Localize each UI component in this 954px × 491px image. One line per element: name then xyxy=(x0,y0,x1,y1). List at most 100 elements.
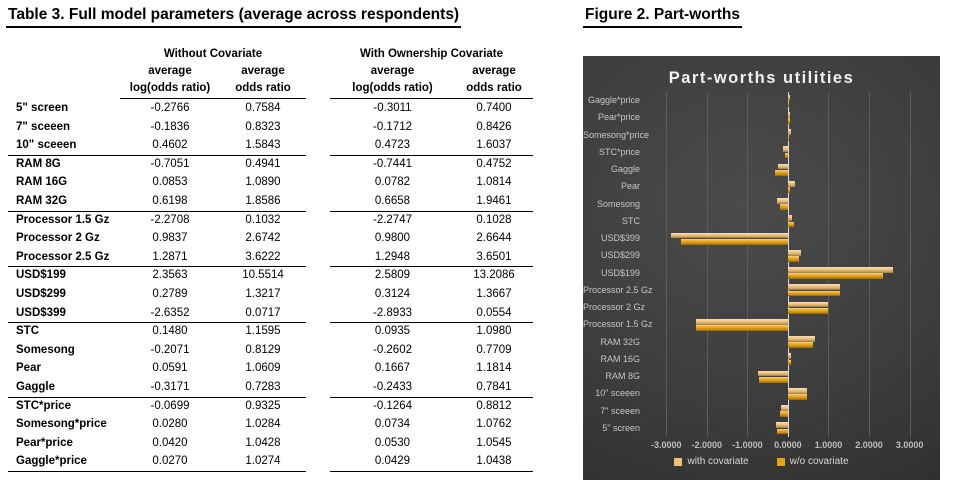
row-label: Processor 2.5 Gz xyxy=(8,248,120,268)
value-w-log: 0.1667 xyxy=(374,362,411,375)
value-wo-odds: 2.6742 xyxy=(245,232,281,245)
chart-category-row xyxy=(648,334,940,351)
subheader-average: average xyxy=(472,65,516,77)
gap-cell xyxy=(306,63,330,80)
value-w-odds: 0.8426 xyxy=(476,120,512,133)
category-label: USD$399 xyxy=(600,233,640,243)
row-label: 5" screen xyxy=(16,102,69,114)
value-w-odds: 1.1814 xyxy=(476,362,512,375)
chart-plot-area xyxy=(648,92,940,437)
part-worths-chart: Part-worths utilities Gaggle*price Pear*p… xyxy=(583,56,940,480)
row-label: Processor 2 Gz xyxy=(16,232,100,245)
category-label: STC*price xyxy=(598,146,640,157)
bar-wo-covariate xyxy=(787,290,841,297)
gap-cell xyxy=(306,248,330,268)
subheader-odds: odds ratio xyxy=(455,80,533,99)
value-w-odds: 3.6501 xyxy=(455,248,533,268)
bar-wo-covariate xyxy=(787,307,828,314)
gap-cell xyxy=(306,192,330,212)
value-wo-odds: 1.3217 xyxy=(245,287,281,300)
value-w-log: 0.9800 xyxy=(374,232,411,245)
gap-cell xyxy=(306,378,330,398)
gap-cell xyxy=(306,80,330,99)
category-label: Processor 1.5 Gz xyxy=(583,319,653,330)
value-w-odds: 0.7841 xyxy=(455,378,533,398)
bar-with-covariate xyxy=(778,163,788,170)
value-wo-log: 0.0853 xyxy=(152,176,188,189)
category-label: 10" sceeen xyxy=(595,388,640,399)
row-label: STC*price xyxy=(16,399,71,412)
table-row: 5" screen -0.2766 0.7584 -0.3011 0.7400 xyxy=(8,99,533,118)
bar-wo-covariate xyxy=(787,100,789,107)
category-label: Pear xyxy=(620,181,640,192)
category-label: USD$199 xyxy=(600,267,640,278)
gap-cell xyxy=(306,173,330,192)
value-w-odds: 0.1028 xyxy=(476,213,512,226)
group-header-with: With Ownership Covariate xyxy=(359,48,504,60)
value-w-odds: 2.6644 xyxy=(476,232,512,245)
table-row: STC 0.1480 1.1595 0.0935 1.0980 xyxy=(8,322,533,341)
value-wo-odds: 0.9325 xyxy=(245,399,281,412)
category-label: RAM 32G xyxy=(600,336,640,347)
value-wo-odds: 1.0609 xyxy=(245,362,281,375)
value-wo-log: 0.0420 xyxy=(152,436,188,449)
value-w-log: -2.2747 xyxy=(372,213,412,226)
table-group-header-row: Without Covariate With Ownership Covariat… xyxy=(8,46,533,63)
bar-wo-covariate xyxy=(787,118,790,124)
chart-title: Part-worths utilities xyxy=(668,69,855,87)
gap-cell xyxy=(306,359,330,378)
value-w-odds: 0.4752 xyxy=(476,157,512,170)
value-w-odds: 0.0554 xyxy=(455,304,533,324)
table-row: RAM 16G 0.0853 1.0890 0.0782 1.0814 xyxy=(8,173,533,192)
value-w-odds: 13.2086 xyxy=(473,269,515,282)
value-w-odds: 1.3667 xyxy=(476,287,512,300)
value-w-odds: 1.0762 xyxy=(476,418,512,431)
value-wo-odds: 1.1595 xyxy=(245,325,281,338)
value-w-odds: 0.7709 xyxy=(476,343,512,356)
value-w-log: 0.6658 xyxy=(330,192,455,212)
bar-with-covariate xyxy=(787,353,792,360)
gap-cell xyxy=(306,136,330,156)
value-w-odds: 1.0438 xyxy=(455,452,533,472)
chart-category-row xyxy=(648,109,940,126)
value-w-odds: 1.9461 xyxy=(455,192,533,212)
row-label: STC xyxy=(16,325,39,338)
group-header-without: Without Covariate xyxy=(163,48,263,60)
row-label: Processor 1.5 Gz xyxy=(16,213,110,226)
value-wo-odds: 1.0428 xyxy=(245,436,281,449)
chart-category-row xyxy=(648,385,940,402)
row-label: Somesong xyxy=(16,343,75,356)
gap-cell xyxy=(306,397,330,416)
value-wo-odds: 0.7584 xyxy=(245,102,281,114)
row-label: RAM 32G xyxy=(8,192,120,212)
bar-with-covariate xyxy=(787,267,893,273)
gap-cell xyxy=(306,229,330,248)
row-label: Pear xyxy=(16,362,41,375)
value-wo-log: -0.2766 xyxy=(150,102,190,114)
value-wo-log: 0.0270 xyxy=(120,452,220,472)
bar-with-covariate xyxy=(787,387,808,394)
value-w-log: 0.0429 xyxy=(330,452,455,472)
bar-wo-covariate xyxy=(787,221,794,228)
gap-cell xyxy=(306,266,330,285)
value-w-log: 0.4723 xyxy=(330,136,455,156)
table-row: STC*price -0.0699 0.9325 -0.1264 0.8812 xyxy=(8,397,533,416)
chart-category-row xyxy=(648,368,940,385)
bar-wo-covariate xyxy=(780,411,788,418)
table-row: USD$199 2.3563 10.5514 2.5809 13.2086 xyxy=(8,266,533,285)
value-w-log: 0.0734 xyxy=(374,418,411,431)
value-wo-odds: 0.8129 xyxy=(245,343,281,356)
table-subheader-row-2: log(odds ratio) odds ratio log(odds ratio)… xyxy=(8,80,533,99)
bar-wo-covariate xyxy=(775,169,788,176)
x-axis-tick-label: 0.0000 xyxy=(774,440,802,450)
chart-category-row xyxy=(648,127,940,144)
gap-cell xyxy=(306,211,330,230)
table-row: RAM 32G 0.6198 1.8586 0.6658 1.9461 xyxy=(8,192,533,212)
bar-with-covariate xyxy=(775,422,788,429)
bar-wo-covariate xyxy=(759,376,788,383)
x-axis-tick-label: -1.0000 xyxy=(732,440,763,450)
spacer-cell xyxy=(8,63,120,80)
value-wo-log: 0.0280 xyxy=(152,418,188,431)
gridline xyxy=(828,92,830,437)
category-label: RAM 8G xyxy=(605,371,640,381)
